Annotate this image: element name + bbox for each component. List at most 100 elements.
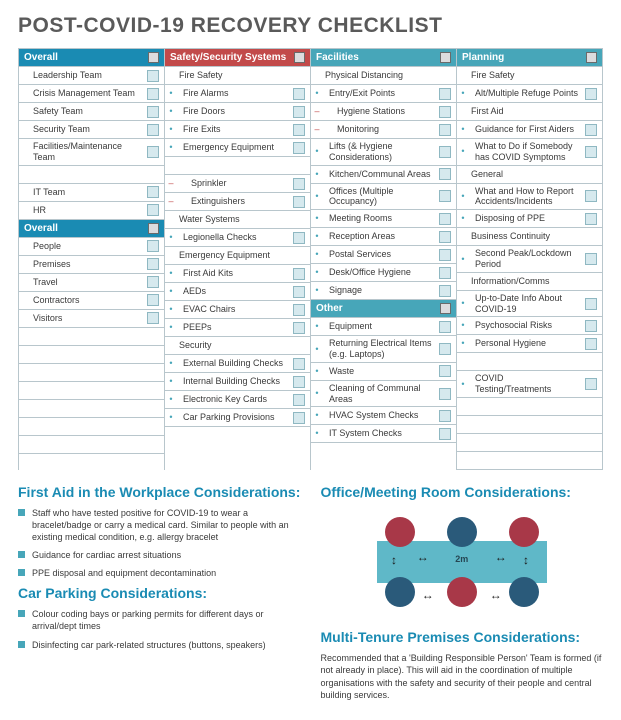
bullet-icon: • bbox=[457, 191, 469, 202]
header-checkbox[interactable] bbox=[148, 52, 159, 63]
checklist-row: •Car Parking Provisions bbox=[165, 409, 310, 427]
checklist-row: –Monitoring bbox=[311, 121, 456, 139]
bullet-item: Guidance for cardiac arrest situations bbox=[18, 549, 301, 561]
checklist-checkbox[interactable] bbox=[585, 378, 597, 390]
diagram-seat bbox=[385, 517, 415, 547]
header-checkbox[interactable] bbox=[440, 52, 451, 63]
checklist-row: •First Aid bbox=[457, 103, 602, 121]
checklist-checkbox[interactable] bbox=[585, 190, 597, 202]
checklist-checkbox[interactable] bbox=[147, 186, 159, 198]
checklist-row: •Psychosocial Risks bbox=[457, 317, 602, 335]
checklist-checkbox[interactable] bbox=[439, 190, 451, 202]
checklist-checkbox[interactable] bbox=[585, 146, 597, 158]
checklist-label: Kitchen/Communal Areas bbox=[323, 169, 435, 180]
checklist-checkbox[interactable] bbox=[585, 88, 597, 100]
checklist-checkbox[interactable] bbox=[439, 146, 451, 158]
checklist-checkbox[interactable] bbox=[585, 213, 597, 225]
checklist-checkbox[interactable] bbox=[293, 412, 305, 424]
checklist-checkbox[interactable] bbox=[293, 322, 305, 334]
checklist-checkbox[interactable] bbox=[293, 286, 305, 298]
checklist-checkbox[interactable] bbox=[147, 312, 159, 324]
checklist-row: • bbox=[19, 436, 164, 454]
checklist-label: Internal Building Checks bbox=[177, 376, 289, 387]
checklist-checkbox[interactable] bbox=[585, 298, 597, 310]
checklist-checkbox[interactable] bbox=[439, 88, 451, 100]
distancing-diagram: 2m ↔ ↔ ↔ ↔ ↔ ↔ bbox=[357, 507, 567, 617]
checklist-checkbox[interactable] bbox=[147, 88, 159, 100]
checklist-checkbox[interactable] bbox=[439, 285, 451, 297]
diagram-seat bbox=[447, 577, 477, 607]
checklist-checkbox[interactable] bbox=[147, 276, 159, 288]
checklist-checkbox[interactable] bbox=[293, 178, 305, 190]
checklist-label: Premises bbox=[31, 259, 143, 270]
checklist-checkbox[interactable] bbox=[439, 410, 451, 422]
checklist-checkbox[interactable] bbox=[439, 343, 451, 355]
checklist-checkbox[interactable] bbox=[585, 124, 597, 136]
checklist-checkbox[interactable] bbox=[147, 106, 159, 118]
checklist-label: Up-to-Date Info About COVID-19 bbox=[469, 293, 581, 315]
checklist-row: •Personal Hygiene bbox=[457, 335, 602, 353]
bullet-icon: – bbox=[311, 106, 323, 117]
bullet-icon: • bbox=[311, 366, 323, 377]
header-checkbox[interactable] bbox=[148, 223, 159, 234]
checklist-checkbox[interactable] bbox=[293, 394, 305, 406]
checklist-row: •Emergency Equipment bbox=[165, 247, 310, 265]
checklist-checkbox[interactable] bbox=[147, 240, 159, 252]
checklist-checkbox[interactable] bbox=[439, 428, 451, 440]
checklist-checkbox[interactable] bbox=[439, 267, 451, 279]
checklist-checkbox[interactable] bbox=[147, 124, 159, 136]
checklist-checkbox[interactable] bbox=[147, 204, 159, 216]
checklist-checkbox[interactable] bbox=[585, 338, 597, 350]
bullet-icon: • bbox=[165, 232, 177, 243]
checklist-checkbox[interactable] bbox=[439, 168, 451, 180]
checklist-checkbox[interactable] bbox=[293, 304, 305, 316]
checklist-checkbox[interactable] bbox=[585, 253, 597, 265]
column-header-label: Safety/Security Systems bbox=[170, 52, 286, 63]
checklist-checkbox[interactable] bbox=[585, 320, 597, 332]
checklist-checkbox[interactable] bbox=[293, 142, 305, 154]
column-header: Overall bbox=[19, 220, 164, 238]
checklist-row: •Meeting Rooms bbox=[311, 210, 456, 228]
checklist-checkbox[interactable] bbox=[147, 258, 159, 270]
bullet-icon: • bbox=[457, 338, 469, 349]
checklist-label: AEDs bbox=[177, 286, 289, 297]
checklist-label: Safety Team bbox=[31, 106, 143, 117]
checklist-row: •Legionella Checks bbox=[165, 229, 310, 247]
checklist-checkbox[interactable] bbox=[439, 231, 451, 243]
checklist-checkbox[interactable] bbox=[147, 70, 159, 82]
checklist-checkbox[interactable] bbox=[293, 232, 305, 244]
bullet-icon: • bbox=[165, 394, 177, 405]
checklist-checkbox[interactable] bbox=[439, 213, 451, 225]
bullet-icon: • bbox=[311, 267, 323, 278]
checklist-row: •Postal Services bbox=[311, 246, 456, 264]
checklist-row: •Fire Safety bbox=[165, 67, 310, 85]
checklist-row: •Visitors bbox=[19, 310, 164, 328]
checklist-checkbox[interactable] bbox=[439, 321, 451, 333]
checklist-checkbox[interactable] bbox=[293, 196, 305, 208]
checklist-checkbox[interactable] bbox=[439, 124, 451, 136]
checklist-column: Safety/Security Systems•Fire Safety•Fire… bbox=[164, 49, 310, 470]
checklist-checkbox[interactable] bbox=[293, 268, 305, 280]
checklist-row: •Physical Distancing bbox=[311, 67, 456, 85]
checklist-checkbox[interactable] bbox=[147, 146, 159, 158]
bullet-icon: • bbox=[457, 379, 469, 390]
column-header: Overall bbox=[19, 49, 164, 67]
header-checkbox[interactable] bbox=[294, 52, 305, 63]
checklist-checkbox[interactable] bbox=[293, 88, 305, 100]
checklist-column: Overall•Leadership Team•Crisis Managemen… bbox=[18, 49, 164, 470]
checklist-checkbox[interactable] bbox=[293, 106, 305, 118]
header-checkbox[interactable] bbox=[586, 52, 597, 63]
checklist-row: • bbox=[19, 382, 164, 400]
checklist-checkbox[interactable] bbox=[439, 365, 451, 377]
bullet-icon: • bbox=[165, 88, 177, 99]
checklist-checkbox[interactable] bbox=[439, 249, 451, 261]
page-title: POST-COVID-19 RECOVERY CHECKLIST bbox=[18, 14, 603, 38]
checklist-checkbox[interactable] bbox=[439, 388, 451, 400]
checklist-row: •Cleaning of Communal Areas bbox=[311, 381, 456, 408]
header-checkbox[interactable] bbox=[440, 303, 451, 314]
checklist-checkbox[interactable] bbox=[293, 376, 305, 388]
checklist-checkbox[interactable] bbox=[439, 106, 451, 118]
checklist-checkbox[interactable] bbox=[293, 124, 305, 136]
checklist-checkbox[interactable] bbox=[293, 358, 305, 370]
checklist-checkbox[interactable] bbox=[147, 294, 159, 306]
